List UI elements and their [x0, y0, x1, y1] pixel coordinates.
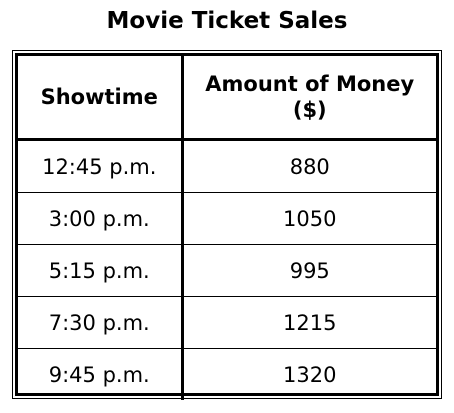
header-amount-unit: ($)	[292, 98, 327, 122]
ticket-sales-table: Showtime Amount of Money ($) 12:45 p.m. …	[12, 50, 442, 400]
showtime-cell: 5:15 p.m.	[18, 244, 184, 297]
table-row: 3:00 p.m. 1050	[18, 192, 436, 245]
showtime-cell: 9:45 p.m.	[18, 348, 184, 400]
amount-cell: 995	[181, 244, 436, 297]
showtime-cell: 3:00 p.m.	[18, 192, 184, 245]
table-title: Movie Ticket Sales	[106, 8, 348, 34]
showtime-cell: 12:45 p.m.	[18, 139, 184, 193]
header-amount: Amount of Money ($)	[181, 56, 436, 141]
amount-cell: 1050	[181, 192, 436, 245]
header-row: Showtime Amount of Money ($)	[18, 56, 436, 141]
amount-cell: 1320	[181, 348, 436, 400]
showtime-cell: 7:30 p.m.	[18, 296, 184, 349]
table-row: 9:45 p.m. 1320	[18, 348, 436, 400]
table-row: 12:45 p.m. 880	[18, 139, 436, 193]
amount-cell: 880	[181, 139, 436, 193]
header-amount-label: Amount of Money	[205, 72, 415, 96]
table-row: 5:15 p.m. 995	[18, 244, 436, 297]
table-row: 7:30 p.m. 1215	[18, 296, 436, 349]
header-showtime: Showtime	[18, 56, 184, 141]
amount-cell: 1215	[181, 296, 436, 349]
